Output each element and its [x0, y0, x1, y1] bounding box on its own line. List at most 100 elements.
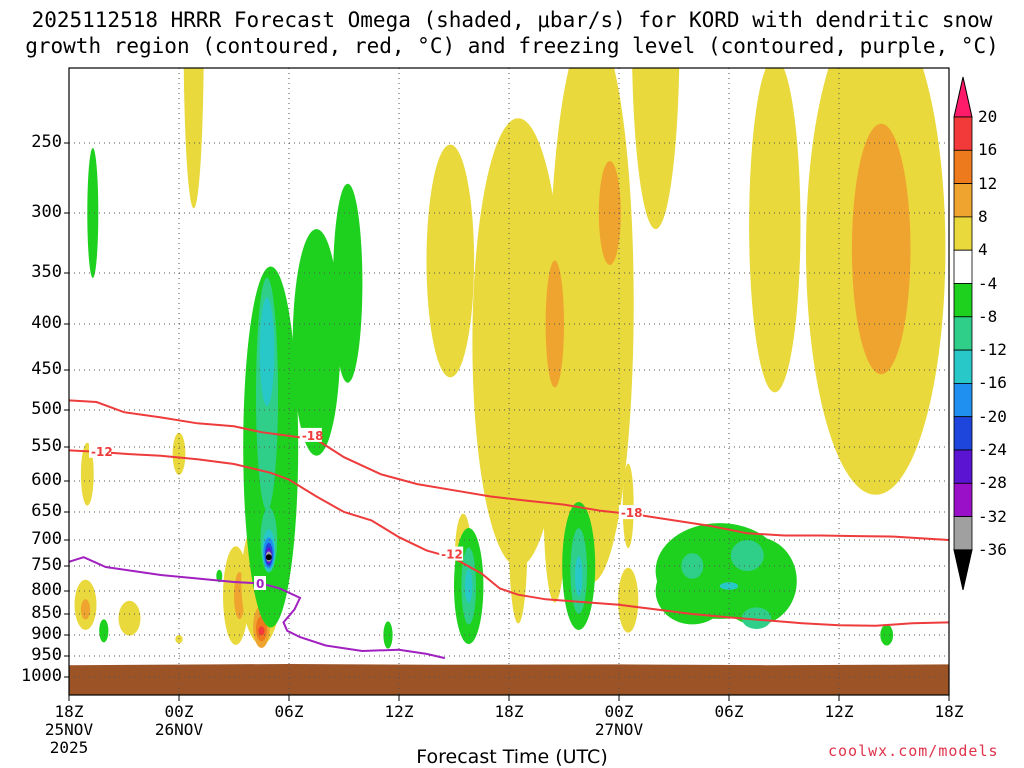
- omega-region: [719, 582, 739, 590]
- colorbar-label: -16: [978, 373, 1007, 393]
- x-tick-year: 2025: [49, 738, 89, 757]
- dgz-contour-label: -18: [302, 429, 324, 443]
- x-tick-date: 26NOV: [154, 720, 204, 739]
- dgz-contour-label: -18: [621, 506, 643, 520]
- omega-region: [99, 619, 109, 643]
- x-tick-label: 18Z 25NOV 2025: [34, 703, 104, 757]
- omega-region: [183, 68, 204, 209]
- freezing-level-line: [69, 556, 446, 660]
- y-tick-label: 650: [31, 501, 62, 521]
- watermark-text: coolwx.com/models: [828, 742, 999, 760]
- omega-region: [80, 442, 94, 506]
- colorbar-label: 4: [978, 240, 988, 260]
- x-tick-time: 18Z: [494, 702, 524, 721]
- x-tick-label: 18Z: [474, 703, 544, 721]
- y-tick-label: 250: [31, 132, 62, 152]
- y-tick-label: 800: [31, 580, 62, 600]
- colorbar-swatch: [953, 283, 973, 318]
- colorbar-swatch: [953, 416, 973, 451]
- colorbar-swatch: [953, 482, 973, 517]
- omega-region: [216, 569, 223, 583]
- omega-region: [741, 607, 772, 629]
- x-tick-date: 25NOV: [44, 720, 94, 739]
- y-tick-label: 750: [31, 555, 62, 575]
- x-tick-time: 00Z: [164, 702, 194, 721]
- colorbar-swatch: [953, 149, 973, 185]
- x-tick-time: 12Z: [824, 702, 854, 721]
- contour-label-bg: [89, 443, 111, 458]
- colorbar-bottom-arrow: [953, 549, 973, 591]
- colorbar-swatch: [953, 382, 973, 418]
- y-tick-label: 600: [31, 470, 62, 490]
- omega-region: [749, 68, 801, 393]
- dgz-contour-line: [69, 399, 949, 541]
- dgz-contour-label: -12: [441, 548, 463, 562]
- y-tick-label: 450: [31, 359, 62, 379]
- omega-region: [259, 297, 275, 406]
- colorbar-swatch: [953, 349, 973, 384]
- x-tick-label: 12Z: [364, 703, 434, 721]
- y-tick-label: 350: [31, 262, 62, 282]
- y-tick-label: 500: [31, 399, 62, 419]
- colorbar-swatch: [953, 249, 973, 284]
- x-tick-time: 18Z: [54, 702, 84, 721]
- omega-region: [880, 624, 894, 646]
- y-tick-label: 850: [31, 603, 62, 623]
- x-tick-time: 18Z: [934, 702, 964, 721]
- y-tick-label: 1000: [21, 666, 62, 686]
- dgz-contour-line: [69, 449, 949, 627]
- x-tick-label: 12Z: [804, 703, 874, 721]
- x-tick-date: 27NOV: [594, 720, 644, 739]
- x-axis-title: Forecast Time (UTC): [416, 746, 608, 768]
- colorbar-swatch: [953, 516, 973, 551]
- x-tick-label: 00Z 27NOV: [584, 703, 654, 739]
- x-tick-label: 00Z 26NOV: [144, 703, 214, 739]
- colorbar-swatch: [953, 316, 973, 351]
- x-tick-time: 06Z: [714, 702, 744, 721]
- colorbar-top-arrow: [953, 76, 973, 118]
- colorbar-label: -24: [978, 440, 1007, 459]
- x-tick-label: 06Z: [254, 703, 324, 721]
- colorbar-label: 16: [978, 140, 998, 160]
- omega-region: [333, 183, 363, 383]
- omega-region: [265, 554, 272, 561]
- colorbar-swatch: [953, 116, 973, 151]
- omega-region: [730, 540, 764, 572]
- omega-region: [618, 567, 639, 633]
- y-tick-label: 400: [31, 313, 62, 333]
- colorbar-label: -20: [978, 406, 1007, 426]
- omega-region: [632, 68, 680, 229]
- colorbar-swatch: [953, 449, 973, 484]
- y-tick-label: 950: [31, 645, 62, 665]
- x-tick-time: 00Z: [604, 702, 634, 721]
- colorbar-swatch: [953, 183, 973, 218]
- contour-label-bg: [299, 427, 322, 442]
- omega-region: [655, 557, 729, 625]
- y-tick-label: 900: [31, 624, 62, 644]
- colorbar-label: -12: [978, 340, 1007, 360]
- omega-region: [465, 569, 473, 603]
- omega-region: [175, 635, 183, 644]
- omega-region: [681, 553, 704, 579]
- colorbar-label: 20: [978, 107, 998, 126]
- x-tick-label: 06Z: [694, 703, 764, 721]
- omega-region: [575, 556, 583, 596]
- dgz-contour-label: -12: [91, 445, 113, 459]
- omega-region: [851, 123, 911, 375]
- plot-frame: [68, 67, 950, 696]
- omega-region: [87, 148, 99, 278]
- colorbar-label: -8: [978, 306, 998, 326]
- omega-region: [426, 144, 475, 378]
- omega-region: [292, 229, 341, 456]
- omega-region: [472, 118, 564, 567]
- freezing-level-label: 0: [256, 577, 264, 591]
- y-tick-label: 700: [31, 529, 62, 549]
- x-tick-label: 18Z: [914, 703, 984, 721]
- ground-surface: [69, 664, 949, 695]
- colorbar-label: 8: [978, 206, 988, 226]
- omega-region: [118, 600, 141, 636]
- colorbar-swatch: [953, 216, 973, 251]
- x-tick-time: 06Z: [274, 702, 304, 721]
- x-tick-time: 12Z: [384, 702, 414, 721]
